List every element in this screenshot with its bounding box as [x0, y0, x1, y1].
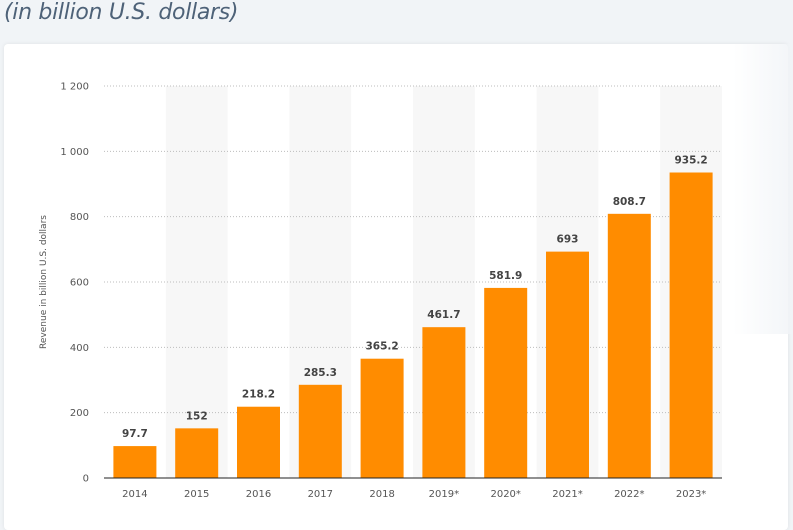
edge-fade [733, 44, 793, 334]
y-axis-label: Revenue in billion U.S. dollars [39, 215, 49, 349]
data-label: 152 [186, 410, 208, 422]
data-label: 97.7 [122, 428, 148, 440]
x-tick-label: 2021* [552, 489, 582, 500]
y-tick-label: 0 [83, 474, 89, 485]
bar [422, 327, 466, 478]
chart-subtitle: (in billion U.S. dollars) [4, 0, 239, 25]
x-tick-label: 2014 [122, 489, 147, 500]
x-tick-label: 2022* [614, 489, 644, 500]
x-tick-label: 2018 [369, 489, 394, 500]
data-label: 218.2 [242, 389, 275, 401]
y-tick-label: 400 [70, 343, 89, 354]
x-tick-label: 2023* [676, 489, 706, 500]
x-tick-label: 2015 [184, 489, 209, 500]
x-tick-label: 2019* [429, 489, 459, 500]
y-tick-labels: 0 200 400 600 800 1 000 1 200 [60, 82, 89, 485]
y-tick-label: 1 000 [60, 147, 89, 158]
data-label: 935.2 [674, 155, 707, 167]
gridlines [104, 85, 722, 414]
x-tick-labels: 2014 2015 2016 2017 2018 2019* 2020* 2021* 2022*… [122, 489, 706, 500]
data-label: 285.3 [304, 367, 337, 379]
bar [546, 251, 589, 478]
y-tick-label: 800 [70, 212, 89, 223]
bar [237, 406, 280, 478]
y-tick-label: 1 200 [60, 82, 89, 93]
bar [484, 287, 528, 478]
data-labels: 97.7 152 218.2 285.3 365.2 461.7 581.9 693 808.7… [122, 155, 708, 441]
bar [113, 446, 157, 478]
data-label: 461.7 [427, 309, 460, 321]
data-label: 365.2 [365, 341, 398, 353]
bar [669, 172, 713, 478]
bar [175, 428, 219, 478]
y-tick-label: 600 [70, 278, 89, 289]
bars [113, 172, 713, 479]
data-label: 581.9 [489, 270, 522, 282]
bar [360, 358, 404, 478]
x-tick-label: 2016 [246, 489, 271, 500]
data-label: 693 [557, 234, 579, 246]
bar [298, 384, 342, 478]
bar [607, 213, 651, 479]
x-tick-label: 2017 [308, 489, 333, 500]
data-label: 808.7 [613, 196, 646, 208]
y-tick-label: 200 [70, 408, 89, 419]
x-tick-label: 2020* [490, 489, 520, 500]
